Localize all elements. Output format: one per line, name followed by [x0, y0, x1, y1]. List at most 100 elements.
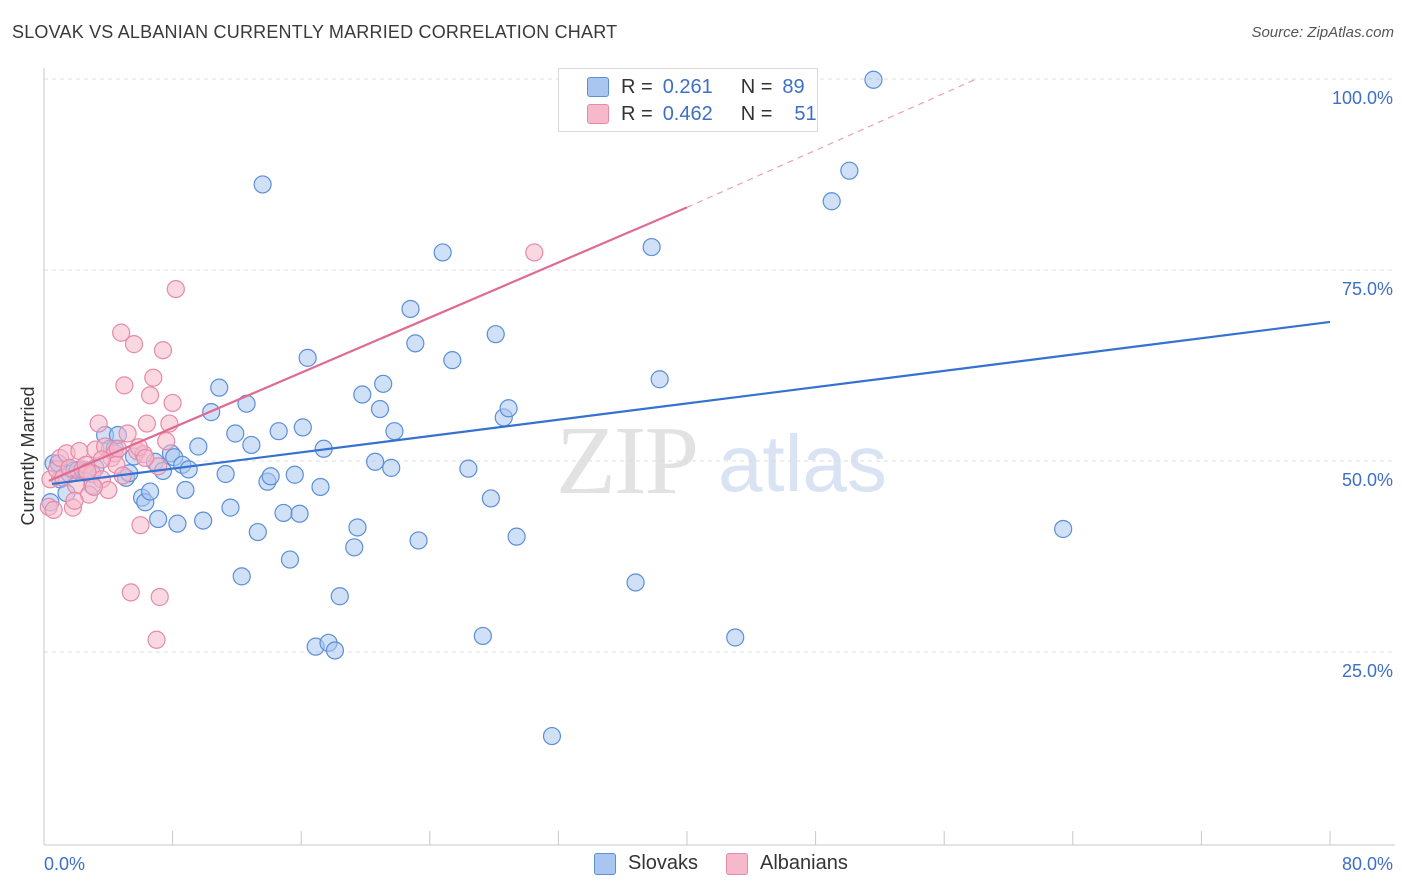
legend-n-value: 89 — [782, 75, 805, 98]
point-slovaks — [179, 460, 198, 479]
point-albanians — [112, 323, 131, 342]
x-tick-label: 0.0% — [44, 854, 85, 874]
point-slovaks — [822, 192, 841, 211]
y-tick-label: 25.0% — [1342, 661, 1393, 681]
point-slovaks — [274, 503, 293, 523]
point-slovaks — [149, 509, 168, 529]
point-albanians — [118, 424, 137, 443]
point-slovaks — [507, 527, 526, 546]
point-albanians — [157, 432, 176, 451]
point-albanians — [44, 500, 63, 519]
point-slovaks — [261, 467, 280, 486]
point-slovaks — [481, 489, 500, 508]
legend-r-label: R = — [621, 102, 653, 125]
point-albanians — [163, 393, 182, 413]
point-slovaks — [189, 437, 208, 456]
stats-legend: R = 0.261 N = 89 R = 0.462 N = 51 — [558, 68, 818, 132]
x-tick-label: 80.0% — [1342, 854, 1393, 874]
point-slovaks — [726, 628, 745, 647]
legend-label-albanians: Albanians — [760, 852, 848, 874]
point-slovaks — [221, 498, 240, 517]
point-slovaks — [176, 480, 195, 500]
legend-n-label: N = — [740, 75, 773, 98]
point-slovaks — [280, 550, 300, 569]
point-slovaks — [864, 70, 883, 89]
legend-label-slovaks: Slovaks — [628, 852, 699, 874]
legend-swatch-albanians — [726, 852, 748, 875]
y-axis-label: Currently Married — [18, 386, 38, 525]
point-slovaks — [293, 418, 312, 437]
point-albanians — [92, 450, 111, 469]
point-slovaks — [370, 399, 390, 419]
point-albanians — [131, 516, 150, 535]
point-slovaks — [248, 522, 267, 542]
point-albanians — [140, 386, 160, 405]
legend-swatch-albanians — [587, 104, 609, 124]
series-legend: Slovaks Albanians — [0, 852, 1406, 878]
axes — [43, 68, 1395, 846]
point-slovaks — [409, 531, 428, 550]
point-slovaks — [459, 459, 478, 478]
point-slovaks — [642, 237, 661, 257]
point-slovaks — [353, 385, 372, 404]
point-albanians — [136, 448, 155, 468]
chart-title: SLOVAK VS ALBANIAN CURRENTLY MARRIED COR… — [12, 22, 618, 42]
point-slovaks — [253, 175, 272, 194]
point-albanians — [124, 335, 144, 354]
point-slovaks — [382, 458, 401, 477]
y-tick-label: 100.0% — [1332, 88, 1393, 108]
legend-swatch-slovaks — [594, 852, 616, 875]
point-slovaks — [325, 641, 345, 660]
point-slovaks — [443, 351, 462, 370]
point-slovaks — [542, 726, 562, 746]
legend-swatch-slovaks — [587, 77, 609, 97]
watermark-atlas: atlas — [718, 419, 887, 508]
point-slovaks — [311, 477, 330, 497]
point-albanians — [147, 630, 166, 649]
point-slovaks — [406, 334, 425, 353]
point-slovaks — [366, 452, 385, 471]
trend-extension-albanians — [686, 78, 977, 208]
point-slovaks — [499, 399, 518, 418]
point-albanians — [121, 583, 140, 602]
point-slovaks — [840, 161, 859, 180]
legend-r-label: R = — [621, 75, 653, 98]
y-tick-label: 50.0% — [1342, 470, 1393, 490]
point-slovaks — [216, 464, 235, 484]
point-slovaks — [269, 422, 288, 441]
point-slovaks — [486, 325, 505, 344]
trend-line-albanians — [48, 206, 688, 482]
point-albanians — [84, 477, 103, 497]
point-slovaks — [168, 514, 187, 533]
legend-item-slovaks[interactable]: Slovaks — [594, 852, 698, 875]
point-slovaks — [194, 511, 213, 530]
y-tick-label: 75.0% — [1342, 279, 1393, 299]
point-albanians — [166, 280, 185, 299]
point-slovaks — [140, 482, 160, 501]
point-slovaks — [374, 374, 393, 393]
point-slovaks — [473, 626, 492, 646]
point-slovaks — [626, 573, 645, 592]
point-slovaks — [385, 422, 404, 441]
point-slovaks — [232, 567, 251, 586]
point-slovaks — [226, 424, 245, 443]
point-albanians — [137, 414, 156, 433]
point-slovaks — [433, 243, 452, 262]
point-albanians — [89, 414, 108, 433]
point-slovaks — [298, 348, 317, 367]
point-slovaks — [290, 504, 309, 523]
legend-row-albanians: R = 0.462 N = 51 — [587, 102, 817, 126]
point-albanians — [525, 243, 544, 262]
point-slovaks — [242, 435, 261, 455]
legend-row-slovaks: R = 0.261 N = 89 — [587, 75, 805, 99]
legend-r-value: 0.261 — [662, 75, 713, 98]
point-slovaks — [1054, 519, 1073, 539]
point-slovaks — [345, 538, 364, 557]
point-slovaks — [330, 587, 349, 606]
point-slovaks — [650, 370, 669, 389]
tick-labels: 25.0% 50.0% 75.0% 100.0% 0.0% 80.0% Currently … — [18, 88, 1393, 874]
legend-item-albanians[interactable]: Albanians — [726, 852, 848, 875]
chart-source: Source: ZipAtlas.com — [1251, 24, 1394, 41]
trend-lines — [48, 78, 1331, 486]
